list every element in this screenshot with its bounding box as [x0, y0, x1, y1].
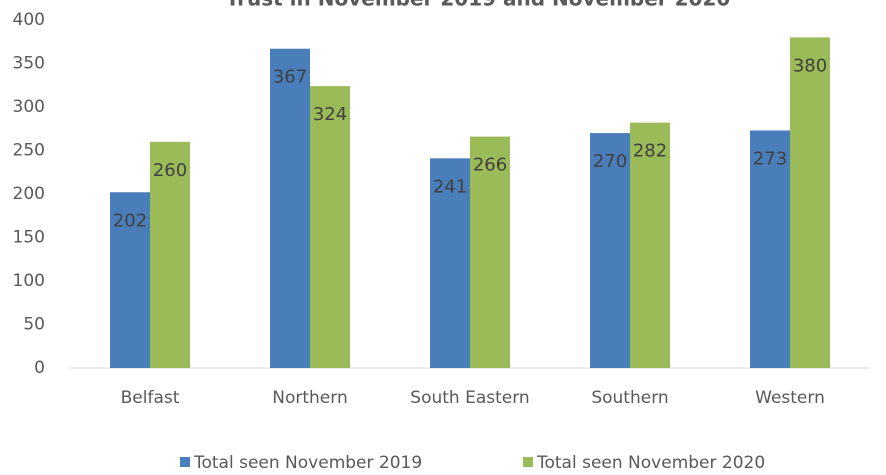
bar: [310, 86, 350, 369]
y-tick-label: 100: [13, 271, 45, 291]
bar: [270, 48, 310, 369]
bar: [590, 133, 630, 368]
value-label: 260: [153, 160, 187, 181]
bar: [790, 37, 830, 369]
bar: [750, 130, 790, 368]
value-label: 273: [753, 148, 787, 169]
bar: [110, 192, 150, 368]
y-tick-label: 200: [13, 184, 45, 204]
bar: [630, 122, 670, 368]
value-label: 202: [113, 210, 147, 231]
chart-title: Trust in November 2019 and November 2020: [226, 0, 731, 11]
y-tick-label: 350: [13, 54, 45, 74]
y-tick-label: 250: [13, 141, 45, 161]
y-tick-label: 400: [13, 10, 45, 30]
value-label: 367: [273, 67, 307, 88]
x-tick-label: Northern: [272, 388, 347, 408]
value-label: 282: [633, 141, 667, 162]
legend-swatch: [523, 457, 533, 467]
legend-label: Total seen November 2019: [193, 453, 422, 473]
bar: [150, 141, 190, 368]
legend-label: Total seen November 2020: [536, 453, 765, 473]
bar: [470, 136, 510, 368]
y-tick-label: 150: [13, 228, 45, 248]
x-tick-label: Southern: [591, 388, 668, 408]
x-tick-label: South Eastern: [410, 388, 529, 408]
y-tick-label: 300: [13, 97, 45, 117]
y-tick-label: 0: [34, 358, 45, 378]
value-label: 266: [473, 155, 507, 176]
value-label: 380: [793, 55, 827, 76]
legend-swatch: [180, 457, 190, 467]
y-tick-label: 50: [23, 315, 45, 335]
value-label: 324: [313, 104, 347, 125]
x-tick-label: Western: [755, 388, 825, 408]
bar: [430, 158, 470, 368]
value-label: 241: [433, 176, 467, 197]
value-label: 270: [593, 151, 627, 172]
x-tick-label: Belfast: [121, 388, 180, 408]
